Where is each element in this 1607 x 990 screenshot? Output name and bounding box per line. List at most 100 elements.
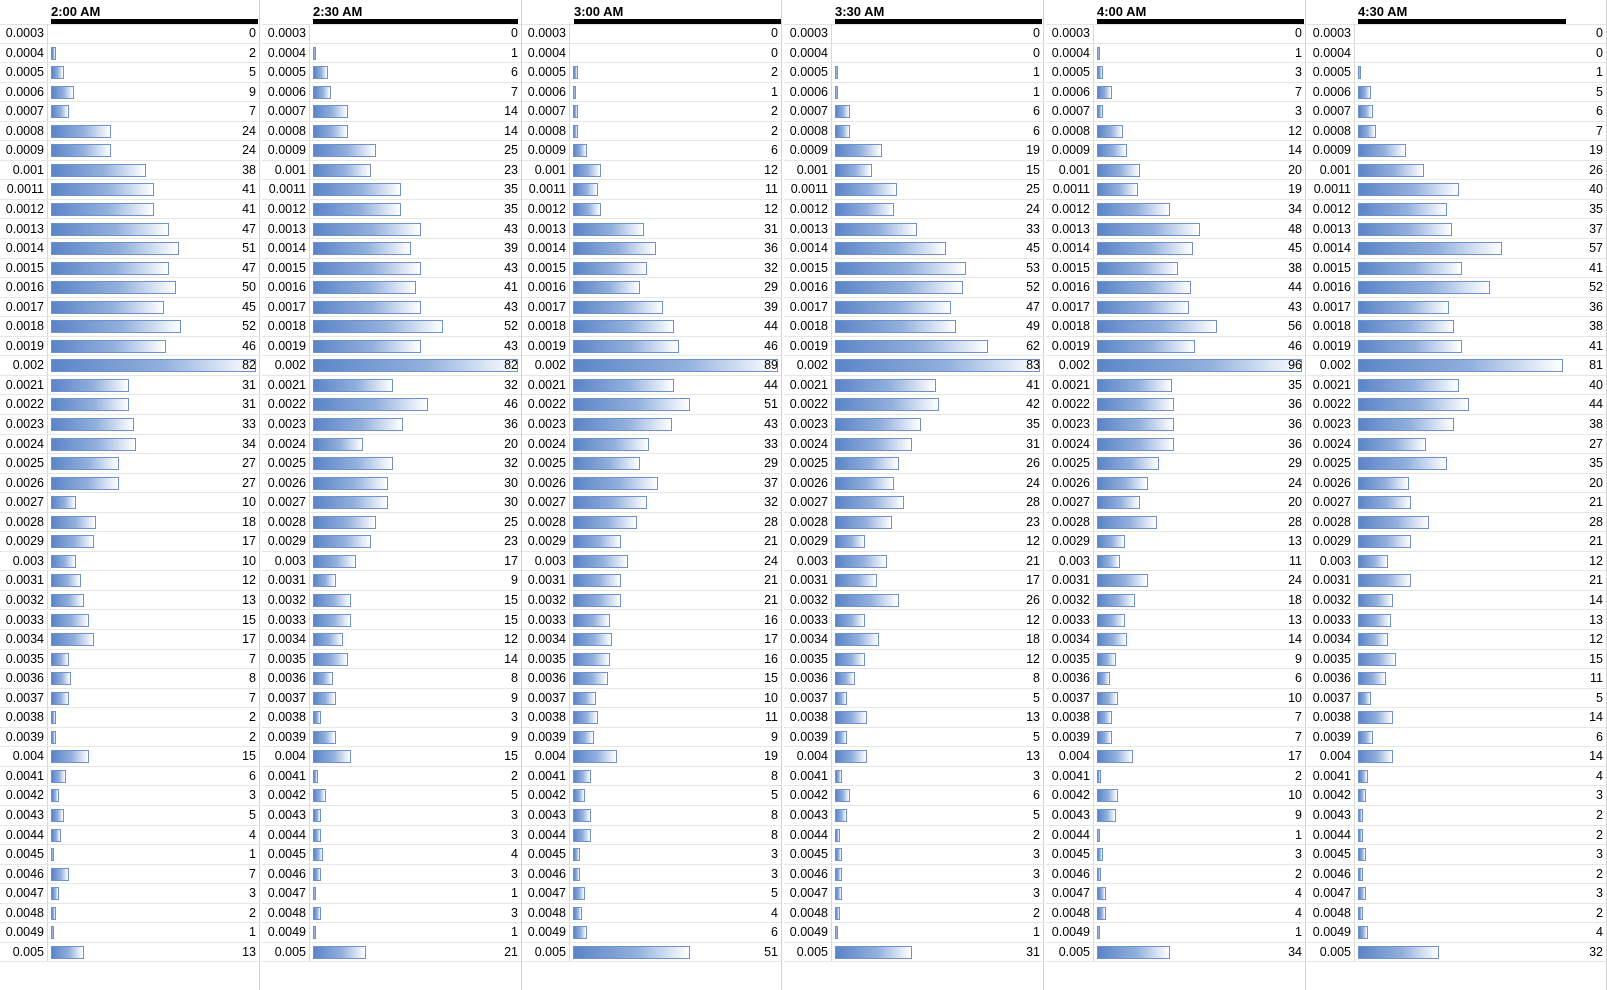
bin-label[interactable]: 0.0005 [0,63,48,82]
table-row[interactable]: 0.0047 3 [0,884,259,904]
bin-label[interactable]: 0.005 [0,942,48,962]
bin-count[interactable]: 7 [249,651,256,666]
bin-count[interactable]: 32 [764,260,778,275]
bin-count[interactable]: 4 [771,905,778,920]
table-row[interactable]: 0.0019 46 [1046,336,1305,357]
bin-count[interactable]: 83 [1026,358,1040,373]
bin-count[interactable]: 35 [1026,417,1040,431]
bin-label[interactable]: 0.0049 [262,923,310,942]
bin-count[interactable]: 12 [1026,612,1040,627]
bin-count[interactable]: 3 [1033,847,1040,862]
bin-label[interactable]: 0.0047 [1046,884,1094,903]
table-row[interactable]: 0.0024 34 [0,434,259,455]
table-row[interactable]: 0.0044 2 [784,825,1043,846]
bin-label[interactable]: 0.0032 [1046,590,1094,610]
table-row[interactable]: 0.0005 3 [1046,63,1305,83]
table-row[interactable]: 0.0044 2 [1307,825,1606,846]
bin-label[interactable]: 0.0037 [262,688,310,708]
bin-count[interactable]: 42 [1026,397,1040,412]
bin-label[interactable]: 0.0004 [1307,43,1355,63]
bin-count[interactable]: 7 [1295,84,1302,99]
bin-label[interactable]: 0.0045 [262,845,310,864]
bin-label[interactable]: 0.0049 [784,923,832,942]
table-row[interactable]: 0.0012 35 [1307,199,1606,220]
table-row[interactable]: 0.0015 32 [522,258,781,279]
table-row[interactable]: 0.0045 3 [1307,845,1606,865]
table-row[interactable]: 0.0038 14 [1307,708,1606,728]
bin-label[interactable]: 0.0046 [262,864,310,884]
table-row[interactable]: 0.0016 44 [1046,278,1305,298]
bin-count[interactable]: 7 [1596,123,1603,138]
bin-count[interactable]: 31 [1026,436,1040,451]
table-row[interactable]: 0.0039 2 [0,727,259,748]
bin-label[interactable]: 0.0042 [784,786,832,805]
bin-label[interactable]: 0.0013 [1307,219,1355,239]
bin-label[interactable]: 0.0008 [1307,121,1355,141]
table-row[interactable]: 0.0042 3 [1307,786,1606,806]
bin-label[interactable]: 0.0032 [0,590,48,610]
bin-label[interactable]: 0.0016 [522,278,570,297]
bin-count[interactable]: 19 [1589,143,1603,158]
table-row[interactable]: 0.0004 0 [784,43,1043,64]
table-row[interactable]: 0.004 19 [522,747,781,767]
table-row[interactable]: 0.0048 4 [522,903,781,924]
bin-count[interactable]: 3 [249,886,256,901]
table-row[interactable]: 0.0025 26 [784,454,1043,474]
bin-label[interactable]: 0.0013 [522,219,570,239]
bin-count[interactable]: 1 [1295,827,1302,842]
bin-label[interactable]: 0.0044 [1046,825,1094,845]
table-row[interactable]: 0.0013 31 [522,219,781,240]
table-row[interactable]: 0.0034 12 [262,630,521,650]
table-row[interactable]: 0.0012 34 [1046,199,1305,220]
bin-label[interactable]: 0.0046 [1307,864,1355,884]
bin-count[interactable]: 10 [242,553,256,568]
bin-count[interactable]: 18 [242,514,256,529]
table-row[interactable]: 0.003 12 [1307,551,1606,572]
bin-count[interactable]: 17 [242,534,256,549]
bin-label[interactable]: 0.0028 [522,512,570,532]
bin-label[interactable]: 0.0015 [1046,258,1094,278]
bin-label[interactable]: 0.0026 [0,473,48,493]
bin-count[interactable]: 2 [1596,905,1603,920]
bin-count[interactable]: 2 [1033,905,1040,920]
table-row[interactable]: 0.0047 3 [784,884,1043,904]
table-row[interactable]: 0.0012 24 [784,199,1043,220]
bin-label[interactable]: 0.0021 [522,375,570,395]
bin-label[interactable]: 0.0025 [1307,454,1355,473]
bin-count[interactable]: 0 [1596,45,1603,60]
bin-label[interactable]: 0.0008 [262,121,310,141]
table-row[interactable]: 0.0036 6 [1046,669,1305,689]
bin-label[interactable]: 0.0032 [784,590,832,610]
bin-count[interactable]: 46 [764,338,778,353]
bin-count[interactable]: 33 [764,436,778,451]
bin-label[interactable]: 0.0034 [0,630,48,649]
bin-count[interactable]: 2 [1295,768,1302,783]
bin-label[interactable]: 0.0047 [1307,884,1355,903]
bin-count[interactable]: 0 [771,45,778,60]
table-row[interactable]: 0.0036 11 [1307,669,1606,689]
table-row[interactable]: 0.0024 36 [1046,434,1305,455]
bin-label[interactable]: 0.001 [522,160,570,180]
bin-count[interactable]: 32 [504,377,518,392]
table-row[interactable]: 0.0047 3 [1307,884,1606,904]
bin-count[interactable]: 52 [1589,280,1603,295]
table-row[interactable]: 0.0014 45 [1046,239,1305,259]
table-row[interactable]: 0.005 21 [262,942,521,963]
bin-count[interactable]: 10 [242,495,256,510]
table-row[interactable]: 0.0004 0 [1307,43,1606,64]
table-row[interactable]: 0.0018 44 [522,317,781,337]
bin-label[interactable]: 0.0006 [1046,82,1094,102]
bin-label[interactable]: 0.0006 [1307,82,1355,102]
bin-label[interactable]: 0.0003 [1307,24,1355,43]
table-row[interactable]: 0.0004 1 [1046,43,1305,64]
table-row[interactable]: 0.0041 8 [522,766,781,787]
bin-label[interactable]: 0.0011 [1307,180,1355,199]
table-row[interactable]: 0.0031 12 [0,571,259,591]
bin-label[interactable]: 0.0018 [784,317,832,336]
bin-label[interactable]: 0.0018 [1307,317,1355,336]
bin-count[interactable]: 12 [504,632,518,647]
table-row[interactable]: 0.0009 24 [0,141,259,161]
bin-label[interactable]: 0.0043 [522,806,570,825]
table-row[interactable]: 0.0032 14 [1307,590,1606,611]
bin-count[interactable]: 2 [249,905,256,920]
